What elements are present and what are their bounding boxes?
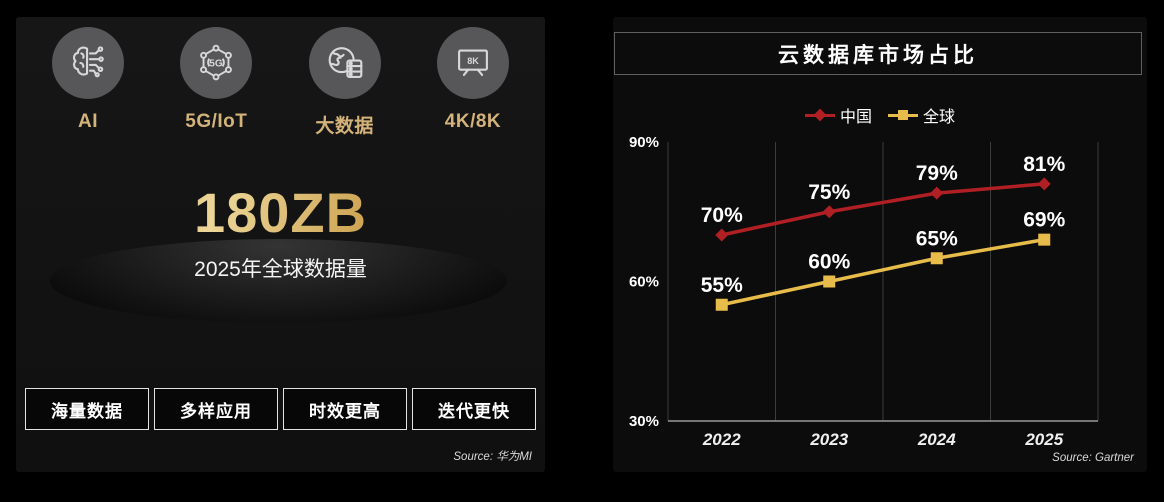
- pedestal-disc: [50, 239, 507, 323]
- series-line-1: [721, 237, 1045, 307]
- data-label: 70%: [701, 204, 743, 227]
- tech-label-4k-8k: 4K/8K: [444, 111, 502, 132]
- right-source-note: Source: Gartner: [1052, 452, 1134, 464]
- data-label: 60%: [808, 251, 850, 274]
- chart-legend: 中国 全球: [613, 103, 1147, 127]
- y-tick-label: 30%: [629, 413, 659, 430]
- data-point-square: [823, 275, 836, 288]
- data-label: 69%: [1023, 209, 1065, 232]
- left-source-note: Source: 华为MI: [453, 451, 532, 463]
- data-point-diamond: [822, 205, 836, 219]
- y-tick-label: 90%: [629, 134, 659, 151]
- legend-item-1: 全球: [888, 103, 955, 127]
- cloud-db-chart-panel: 云数据库市场占比 中国 全球 30% 60% 90% 2022 2023 2024 2025 7…: [613, 17, 1147, 472]
- legend-label: 中国: [839, 109, 872, 126]
- tech-item-ai: AI: [48, 27, 128, 138]
- data-volume-headline: 180ZB: [16, 180, 545, 245]
- line-chart: 30% 60% 90% 2022 2023 2024 2025 70% 75% 79% 81% 55%…: [629, 134, 1099, 449]
- legend-diamond-marker-icon: [804, 108, 835, 122]
- 5g-hexagon-network-icon: 5G: [180, 27, 253, 99]
- data-label: 79%: [916, 162, 958, 185]
- series-line-0: [721, 182, 1045, 237]
- feature-box-diverse-apps: 多样应用: [154, 388, 278, 430]
- data-label: 81%: [1023, 153, 1065, 176]
- feature-box-massive-data: 海量数据: [25, 388, 149, 430]
- data-point-square: [930, 252, 943, 265]
- tech-item-5g-iot: 5G 5G/IoT: [176, 27, 256, 138]
- tech-item-4k-8k: 8K 4K/8K: [433, 27, 513, 138]
- 5g-icon-text: 5G: [210, 58, 224, 69]
- x-tick-label: 2022: [702, 430, 741, 449]
- tech-icon-row: AI: [16, 27, 545, 138]
- feature-box-faster-iteration: 迭代更快: [412, 388, 536, 430]
- tech-label-big-data: 大数据: [315, 116, 374, 137]
- data-point-square: [1038, 233, 1051, 246]
- y-tick-label: 60%: [629, 274, 659, 291]
- tv-8k-icon: 8K: [436, 27, 509, 99]
- data-volume-subheadline: 2025年全球数据量: [194, 258, 367, 281]
- data-label: 75%: [808, 181, 850, 204]
- data-label: 55%: [701, 274, 743, 297]
- data-point-diamond: [715, 228, 729, 242]
- data-point-square: [715, 298, 728, 311]
- 8k-icon-text: 8K: [467, 56, 479, 66]
- legend-square-marker-icon: [888, 108, 918, 122]
- legend-label: 全球: [923, 109, 956, 126]
- chart-title: 云数据库市场占比: [614, 32, 1142, 75]
- feature-box-row: 海量数据 多样应用 时效更高 迭代更快: [16, 388, 545, 430]
- x-tick-label: 2024: [917, 430, 956, 449]
- feature-box-timeliness: 时效更高: [283, 388, 407, 430]
- tech-label-ai: AI: [78, 111, 98, 132]
- globe-database-icon: [308, 27, 381, 99]
- ai-brain-circuit-icon: [52, 27, 124, 99]
- data-label: 65%: [916, 227, 958, 250]
- data-growth-panel: AI: [16, 17, 545, 472]
- tech-item-big-data: 大数据: [305, 27, 385, 138]
- tech-label-5g-iot: 5G/IoT: [185, 111, 248, 132]
- x-tick-label: 2025: [1024, 430, 1063, 449]
- data-point-diamond: [1037, 177, 1051, 191]
- legend-item-0: 中国: [804, 103, 872, 127]
- x-tick-label: 2023: [809, 430, 848, 449]
- data-point-diamond: [930, 186, 944, 200]
